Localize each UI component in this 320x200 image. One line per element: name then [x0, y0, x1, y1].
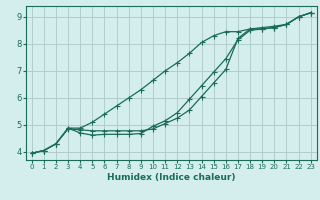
X-axis label: Humidex (Indice chaleur): Humidex (Indice chaleur)	[107, 173, 236, 182]
